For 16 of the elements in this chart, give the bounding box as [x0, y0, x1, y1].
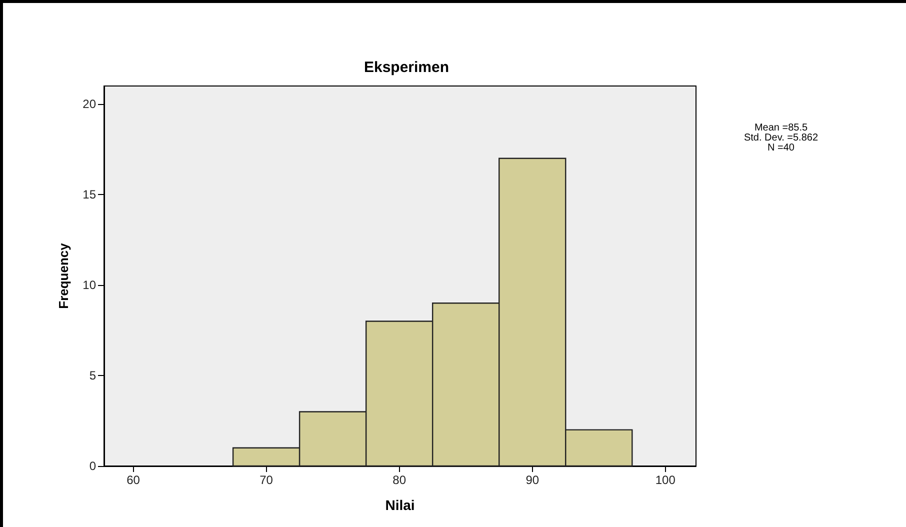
- text: Mean =85.5: [754, 122, 808, 134]
- text: Std. Dev. =5.862: [744, 132, 818, 144]
- y-tick-label: 10: [82, 278, 96, 292]
- y-axis-title: Frequency: [56, 242, 71, 309]
- x-tick-label: 80: [392, 473, 406, 487]
- x-tick-label: 90: [526, 473, 540, 487]
- text: N =40: [768, 142, 795, 154]
- y-tick-label: 5: [89, 368, 96, 383]
- chart-title: Eksperimen: [364, 59, 450, 76]
- y-tick-label: 20: [82, 97, 96, 112]
- x-tick-label: 100: [655, 473, 676, 487]
- y-tick-label: 0: [89, 459, 96, 473]
- y-tick-label: 15: [82, 188, 96, 202]
- x-tick-label: 60: [126, 473, 140, 487]
- x-tick-label: 70: [260, 473, 274, 487]
- x-axis-title: Nilai: [385, 497, 415, 513]
